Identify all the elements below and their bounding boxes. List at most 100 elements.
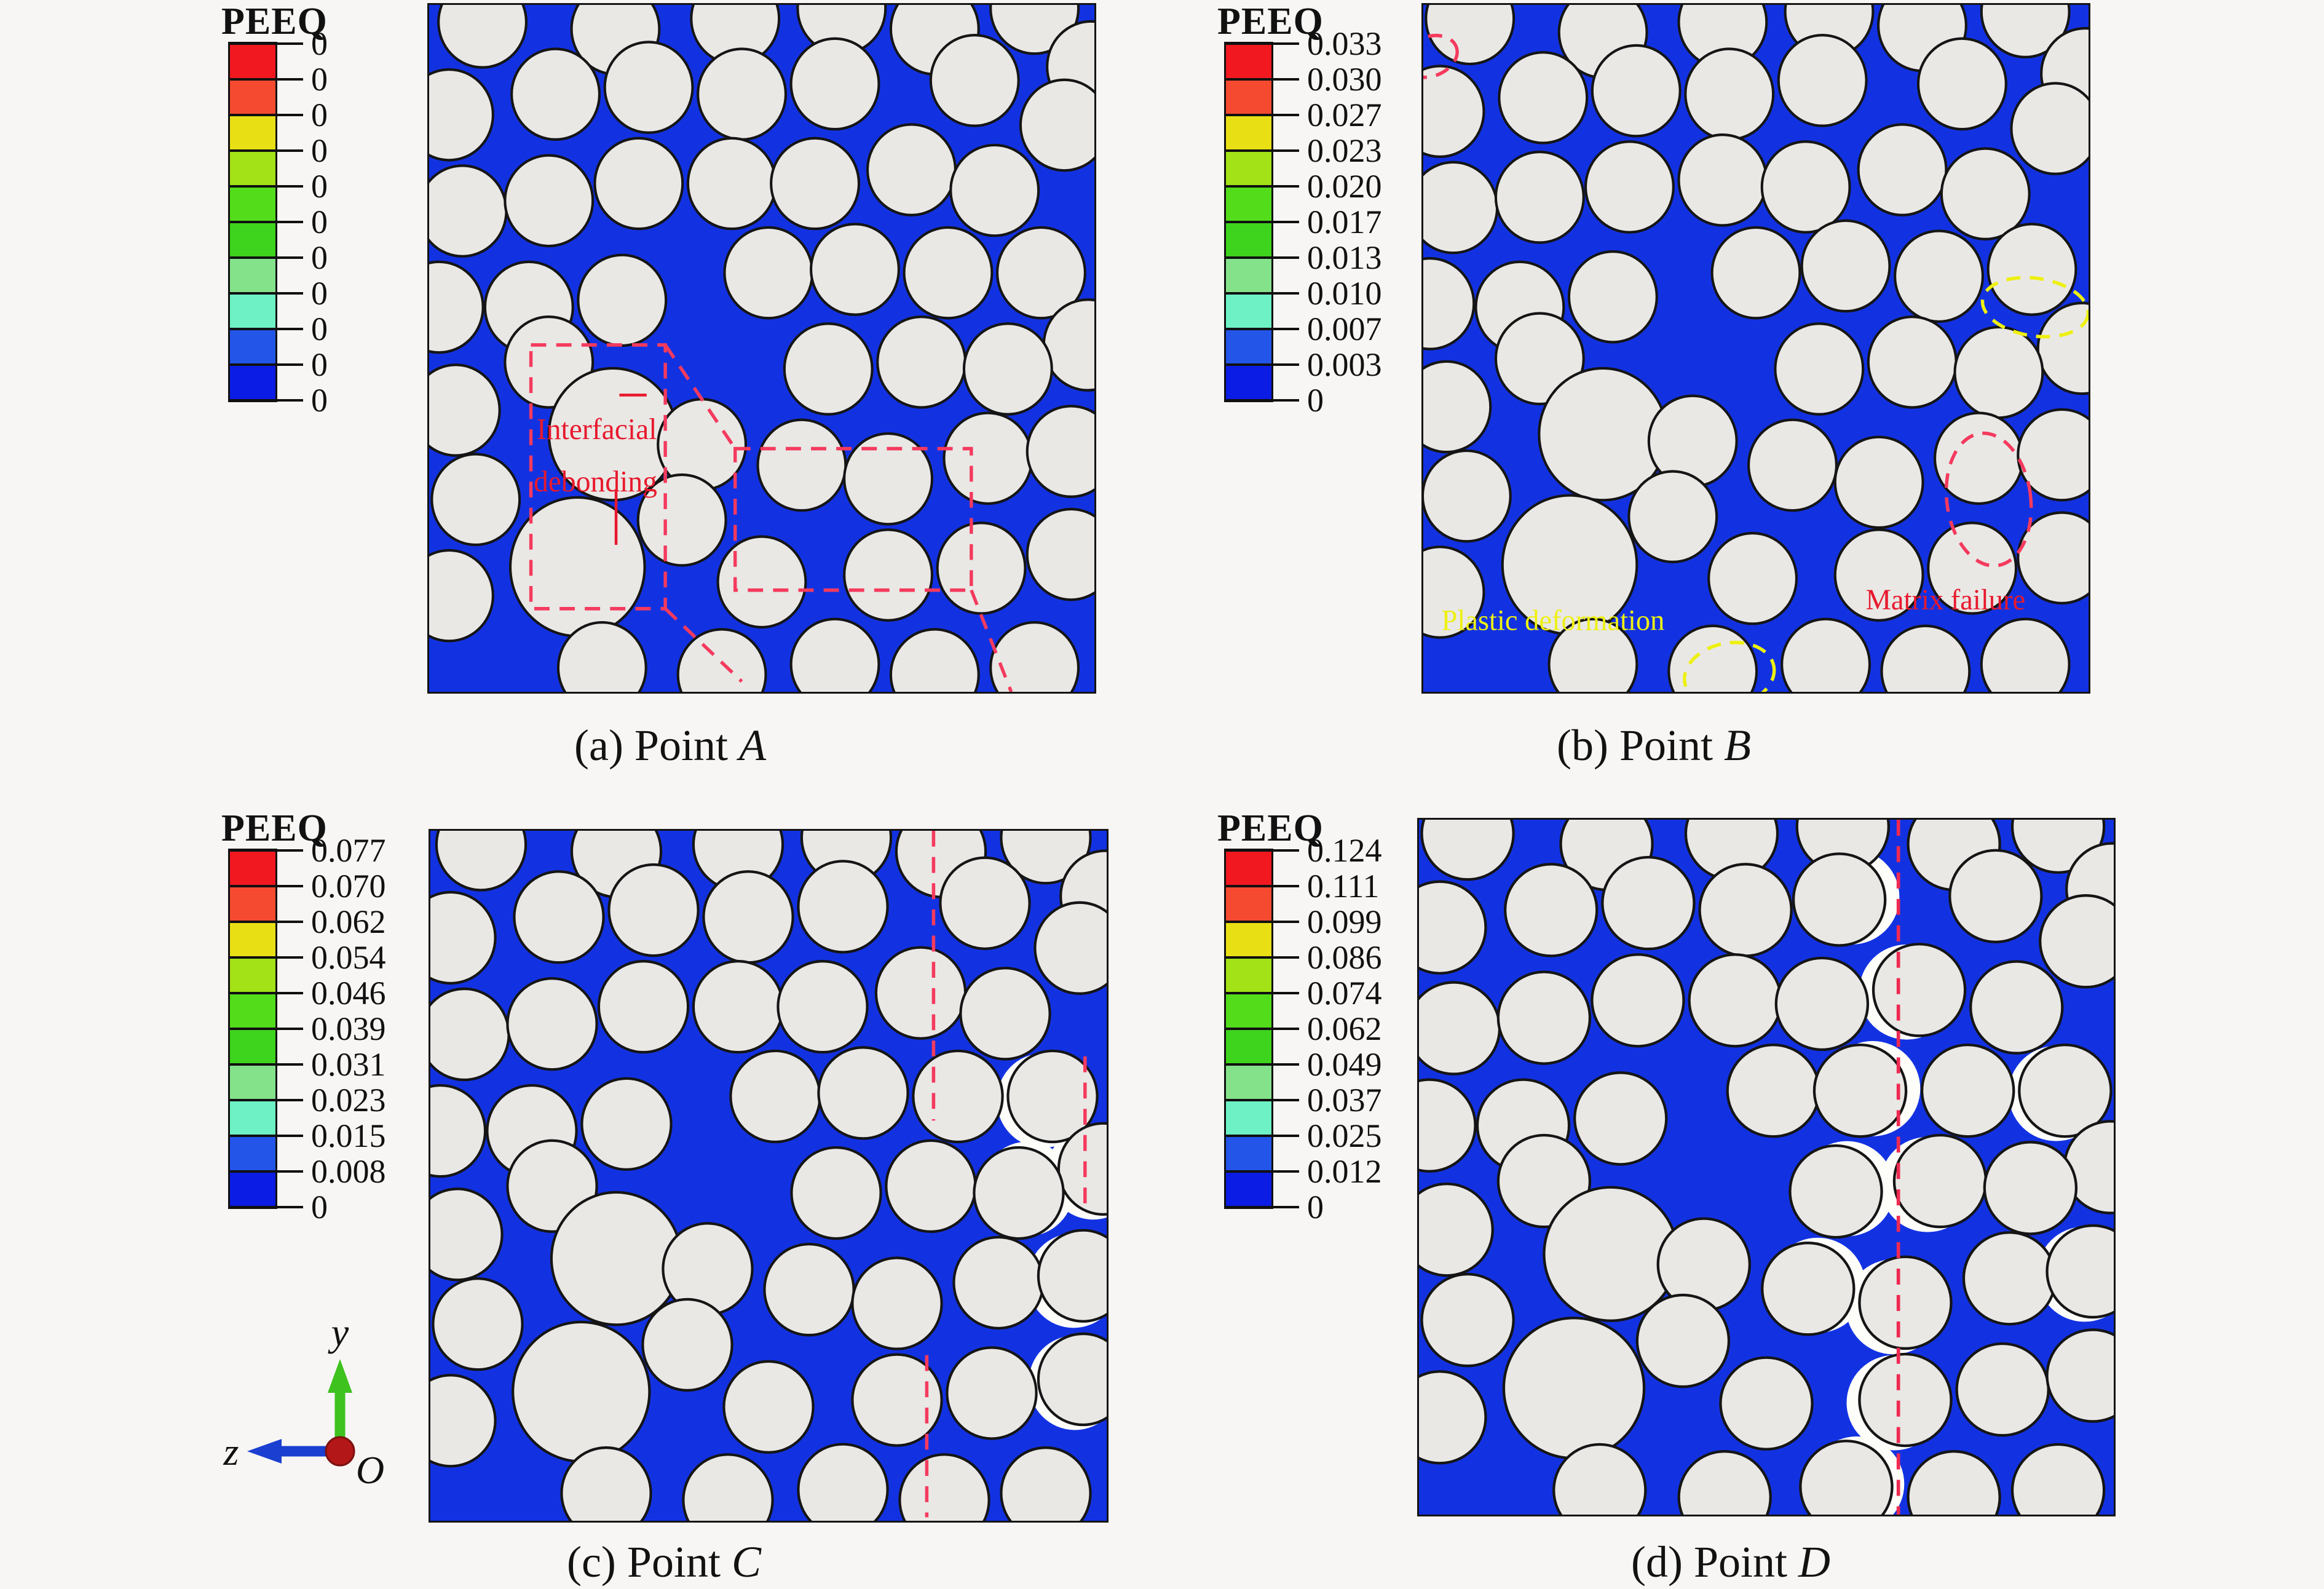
colorbar-band — [230, 115, 275, 151]
panel-a-contour: Interfacial debonding — [427, 3, 1096, 694]
fiber — [1894, 229, 1985, 323]
fiber — [1627, 470, 1718, 564]
colorbar-tick-label: 0 — [311, 168, 328, 205]
fiber — [2010, 82, 2089, 175]
fiber — [962, 322, 1053, 416]
caption-a: (a) Point A — [574, 721, 766, 770]
colorbar-band — [230, 850, 275, 886]
fiber — [1812, 1043, 1908, 1138]
colorbar-tick-label: 0 — [311, 346, 328, 383]
fiber — [1601, 855, 1696, 951]
fiber — [429, 260, 484, 354]
fiber — [790, 1146, 882, 1240]
fiber — [1496, 970, 1592, 1065]
fiber — [1934, 411, 2024, 505]
colorbar-tick-label: 0 — [311, 204, 328, 240]
colorbar-tick — [228, 956, 303, 959]
colorbar-tick — [228, 363, 303, 366]
fiber — [1423, 360, 1492, 454]
colorbar-tick — [228, 921, 303, 923]
fiber — [1781, 617, 1871, 692]
fiber — [2010, 1443, 2106, 1515]
fiber — [506, 977, 598, 1071]
fiber — [1026, 507, 1094, 601]
fiber — [2045, 1328, 2114, 1423]
fiber — [912, 1049, 1004, 1144]
colorbar-band — [1226, 1064, 1271, 1100]
fiber — [1953, 325, 2044, 419]
colorbar-band — [230, 79, 275, 115]
fiber — [1494, 312, 1585, 406]
fiber — [686, 137, 777, 231]
fiber — [437, 5, 528, 69]
fiber — [1591, 44, 1682, 138]
fiber — [722, 1360, 815, 1454]
fiber — [1980, 617, 2071, 692]
colorbar-band — [230, 957, 275, 993]
panel-b-svg: Plastic deformation Matrix failure — [1423, 5, 2089, 692]
colorbar-tick-label: 0.049 — [1307, 1046, 1382, 1083]
y-axis-label: y — [328, 1316, 349, 1354]
colorbar-tick — [228, 399, 303, 402]
caption-b: (b) Point B — [1557, 721, 1751, 770]
colorbar-tick-label: 0.017 — [1307, 204, 1382, 240]
colorbar-tick-label: 0 — [311, 239, 328, 276]
fiber — [1833, 528, 1924, 622]
colorbar-tick-label: 0.010 — [1307, 275, 1382, 312]
colorbar-tick-label: 0.099 — [1307, 903, 1382, 940]
fiber — [1858, 1255, 1953, 1350]
fiber — [1857, 123, 1948, 216]
colorbar-band — [230, 1171, 275, 1207]
fiber — [1547, 617, 1638, 692]
colorbar-tick — [1224, 849, 1299, 852]
fiber — [1502, 1317, 1646, 1460]
colorbar-band — [1226, 1171, 1271, 1207]
colorbar-band — [230, 329, 275, 365]
annotation-text: Matrix failure — [1866, 584, 2026, 616]
colorbar-band — [230, 922, 275, 957]
colorbar-band — [1226, 151, 1271, 186]
annotation-dashed-ellipse — [1944, 431, 2033, 568]
colorbar-tick — [1224, 114, 1299, 116]
fiber — [789, 37, 880, 131]
fiber — [692, 959, 785, 1054]
fiber — [783, 322, 874, 416]
colorbar-tick — [1224, 1206, 1299, 1208]
colorbar-band — [1226, 1136, 1271, 1171]
panel-c-contour — [429, 829, 1109, 1523]
fiber — [1892, 1133, 1988, 1229]
colorbar-tick — [1224, 221, 1299, 223]
caption-a-text: (a) Point — [574, 721, 728, 770]
annotation-dashed-ellipse — [1683, 640, 1776, 692]
colorbar-band — [1226, 1029, 1271, 1064]
colorbar-tick — [228, 1170, 303, 1173]
fiber — [1747, 418, 1838, 512]
colorbar-band — [230, 365, 275, 400]
fiber — [1000, 1446, 1092, 1521]
fiber — [1503, 863, 1599, 957]
fiber — [1037, 1332, 1107, 1427]
colorbar-tick — [1224, 1099, 1299, 1101]
colorbar-tick — [1224, 885, 1299, 887]
fiber — [560, 1446, 652, 1521]
colorbar-band — [230, 1136, 275, 1171]
caption-c-letter: C — [731, 1537, 761, 1587]
fiber — [1026, 405, 1094, 498]
fiber — [1774, 322, 1865, 416]
colorbar-band — [1226, 957, 1271, 993]
fiber — [1019, 78, 1094, 172]
caption-a-letter: A — [738, 721, 766, 770]
colorbar-tick — [228, 328, 303, 330]
colorbar-tick — [1224, 185, 1299, 188]
colorbar-tick-label: 0.086 — [1307, 939, 1382, 976]
fiber — [1494, 150, 1585, 244]
fiber — [430, 1084, 487, 1178]
annotation-dashed-line — [970, 589, 1013, 692]
fiber — [430, 1187, 504, 1282]
fiber — [797, 1443, 889, 1521]
z-axis-label: z — [223, 1430, 239, 1473]
colorbar-band — [230, 886, 275, 922]
colorbar-tick-label: 0.074 — [1307, 975, 1382, 1012]
fiber — [2045, 1224, 2114, 1319]
colorbar-band — [1226, 222, 1271, 258]
